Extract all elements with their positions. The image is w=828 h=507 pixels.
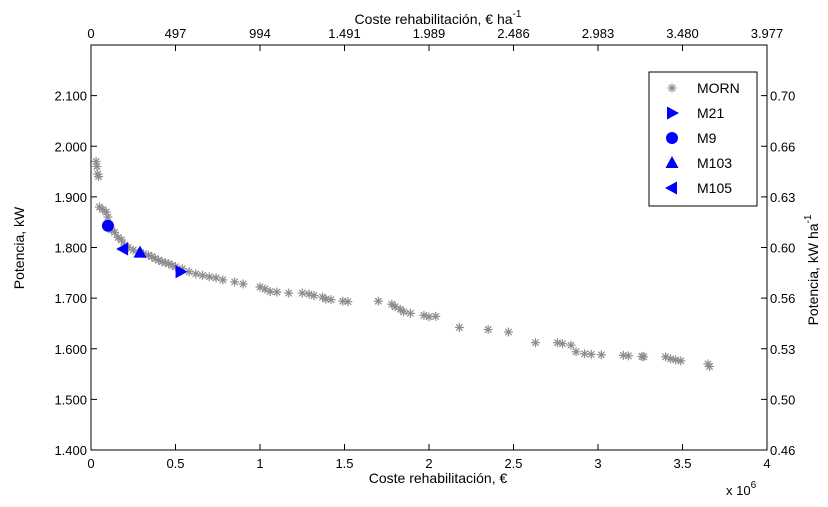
data-point-morn xyxy=(265,287,275,297)
data-point-morn xyxy=(326,295,336,305)
y-tick-label-right: 0.70 xyxy=(770,89,795,104)
x-tick-label-top: 2.486 xyxy=(497,26,530,41)
y-tick-label-right: 0.60 xyxy=(770,241,795,256)
data-point-morn xyxy=(596,350,606,360)
data-point-morn xyxy=(454,322,464,332)
right-axis-title: Potencia, kW ha-1 xyxy=(803,214,821,325)
y-tick-label-left: 1.700 xyxy=(54,291,87,306)
legend-label-m9: M9 xyxy=(697,130,717,146)
data-point-morn xyxy=(399,307,409,317)
data-point-morn xyxy=(309,291,319,301)
data-point-morn xyxy=(230,277,240,287)
y-tick-label-left: 2.100 xyxy=(54,89,87,104)
x-tick-label-top: 1.989 xyxy=(413,26,446,41)
data-point-m21 xyxy=(175,265,188,279)
data-point-morn xyxy=(571,347,581,357)
x-tick-label-bottom: 1.5 xyxy=(335,456,353,471)
data-point-morn xyxy=(343,297,353,307)
y-tick-label-left: 1.600 xyxy=(54,342,87,357)
data-point-morn xyxy=(623,351,633,361)
data-point-morn xyxy=(431,311,441,321)
data-point-morn xyxy=(639,352,649,362)
data-point-morn xyxy=(558,339,568,349)
legend-marker-morn xyxy=(667,83,677,93)
data-point-morn xyxy=(116,235,126,245)
x-tick-label-top: 3.480 xyxy=(666,26,699,41)
left-axis-title: Potencia, kW xyxy=(11,206,27,289)
data-point-morn xyxy=(483,325,493,335)
data-point-morn xyxy=(218,275,228,285)
data-point-m103 xyxy=(133,245,147,258)
x-tick-label-bottom: 4 xyxy=(763,456,770,471)
legend-markers xyxy=(665,83,679,195)
y-tick-label-right: 0.53 xyxy=(770,342,795,357)
y-tick-label-left: 1.500 xyxy=(54,392,87,407)
data-point-morn xyxy=(272,287,282,297)
legend-marker-m105 xyxy=(665,181,677,195)
x-tick-label-top: 0 xyxy=(87,26,94,41)
y-tick-label-right: 0.50 xyxy=(770,392,795,407)
y-tick-label-right: 0.63 xyxy=(770,190,795,205)
x-tick-label-bottom: 3.5 xyxy=(673,456,691,471)
data-point-m105 xyxy=(116,242,129,256)
data-point-morn xyxy=(566,340,576,350)
legend-label-m105: M105 xyxy=(697,180,732,196)
x-tick-label-top: 994 xyxy=(249,26,271,41)
legend-label-morn: MORN xyxy=(697,80,740,96)
data-point-morn xyxy=(92,162,102,171)
x-exponent-label: x 106 xyxy=(726,480,757,498)
legend-marker-m103 xyxy=(665,156,679,168)
data-point-morn xyxy=(94,172,104,182)
data-point-morn xyxy=(297,288,307,298)
data-point-morn xyxy=(705,361,715,371)
data-points-layer xyxy=(91,156,715,371)
legend-marker-m21 xyxy=(667,106,679,120)
x-tick-label-top: 3.977 xyxy=(751,26,784,41)
data-point-morn xyxy=(318,292,328,302)
data-point-morn xyxy=(198,270,208,280)
x-tick-label-bottom: 2 xyxy=(425,456,432,471)
right-axis-title-sup: -1 xyxy=(803,214,814,223)
y-tick-label-left: 1.800 xyxy=(54,241,87,256)
x-tick-label-bottom: 0 xyxy=(87,456,94,471)
data-point-morn xyxy=(530,338,540,348)
data-point-m9 xyxy=(101,219,114,232)
x-tick-label-top: 2.983 xyxy=(582,26,615,41)
y-tick-label-left: 1.400 xyxy=(54,443,87,458)
y-tick-label-right: 0.56 xyxy=(770,291,795,306)
data-point-morn xyxy=(405,308,415,318)
legend-label-m21: M21 xyxy=(697,105,724,121)
legend: MORN M21 M9 M103 M105 xyxy=(648,71,758,207)
x-tick-label-top: 497 xyxy=(165,26,187,41)
y-tick-label-right: 0.66 xyxy=(770,139,795,154)
y-tick-label-left: 2.000 xyxy=(54,139,87,154)
x-tick-label-bottom: 3 xyxy=(594,456,601,471)
x-exponent-sup: 6 xyxy=(751,480,757,491)
top-axis-title-sup: -1 xyxy=(513,9,522,20)
y-tick-label-left: 1.900 xyxy=(54,190,87,205)
data-point-morn xyxy=(191,269,201,279)
legend-marker-m9 xyxy=(666,132,678,144)
x-tick-label-top: 1.491 xyxy=(328,26,361,41)
data-point-morn xyxy=(586,349,596,359)
x-tick-label-bottom: 1 xyxy=(256,456,263,471)
x-tick-label-bottom: 2.5 xyxy=(504,456,522,471)
data-point-morn xyxy=(211,273,221,283)
data-point-morn xyxy=(503,327,513,337)
ticks-layer: 0 0 0.5 497 1 994 1.5 1.491 2 1.989 2.5 2.486 3 2.983… xyxy=(54,26,795,471)
data-point-morn xyxy=(676,356,686,366)
data-point-morn xyxy=(238,279,248,289)
x-tick-label-bottom: 0.5 xyxy=(166,456,184,471)
data-point-morn xyxy=(284,288,294,298)
data-point-morn xyxy=(204,272,214,282)
bottom-axis-title: Coste rehabilitación, € xyxy=(369,470,508,486)
data-point-morn xyxy=(110,227,120,237)
y-tick-label-right: 0.46 xyxy=(770,443,795,458)
top-axis-title: Coste rehabilitación, € ha-1 xyxy=(355,9,522,27)
data-point-morn xyxy=(373,296,383,306)
data-point-morn xyxy=(154,255,164,265)
data-point-morn xyxy=(184,267,194,277)
legend-label-m103: M103 xyxy=(697,155,732,171)
